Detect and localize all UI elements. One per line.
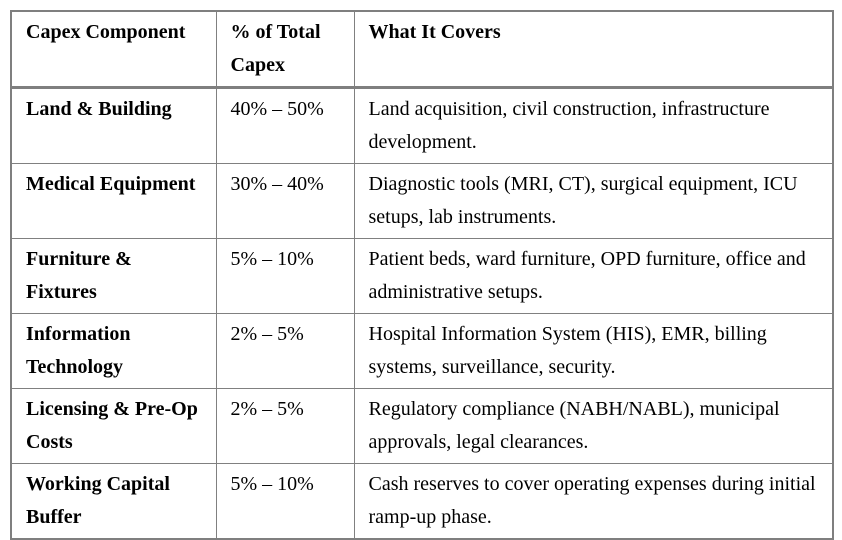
table-row: Information Technology 2% – 5% Hospital … [10,313,834,389]
cell-pct: 5% – 10% [215,238,355,314]
cell-component: Land & Building [10,87,217,164]
cell-pct: 2% – 5% [215,313,355,389]
table-row: Medical Equipment 30% – 40% Diagnostic t… [10,163,834,239]
cell-covers: Hospital Information System (HIS), EMR, … [353,313,834,389]
header-capex-component: Capex Component [10,10,217,89]
table-body: Land & Building 40% – 50% Land acquisiti… [10,87,834,540]
table-row: Working Capital Buffer 5% – 10% Cash res… [10,463,834,540]
cell-component: Working Capital Buffer [10,463,217,540]
cell-pct: 40% – 50% [215,87,355,164]
cell-pct: 2% – 5% [215,388,355,464]
cell-covers: Diagnostic tools (MRI, CT), surgical equ… [353,163,834,239]
cell-covers: Patient beds, ward furniture, OPD furnit… [353,238,834,314]
cell-pct: 30% – 40% [215,163,355,239]
cell-component: Licensing & Pre-Op Costs [10,388,217,464]
table-row: Furniture & Fixtures 5% – 10% Patient be… [10,238,834,314]
capex-components-table: Capex Component % of Total Capex What It… [10,10,834,540]
table-header-row: Capex Component % of Total Capex What It… [10,10,834,89]
cell-component: Medical Equipment [10,163,217,239]
table-row: Licensing & Pre-Op Costs 2% – 5% Regulat… [10,388,834,464]
table-header: Capex Component % of Total Capex What It… [10,10,834,89]
cell-component: Furniture & Fixtures [10,238,217,314]
cell-covers: Regulatory compliance (NABH/NABL), munic… [353,388,834,464]
header-pct-of-total-capex: % of Total Capex [215,10,355,89]
cell-component: Information Technology [10,313,217,389]
header-what-it-covers: What It Covers [353,10,834,89]
cell-covers: Cash reserves to cover operating expense… [353,463,834,540]
cell-pct: 5% – 10% [215,463,355,540]
table-row: Land & Building 40% – 50% Land acquisiti… [10,87,834,164]
cell-covers: Land acquisition, civil construction, in… [353,87,834,164]
